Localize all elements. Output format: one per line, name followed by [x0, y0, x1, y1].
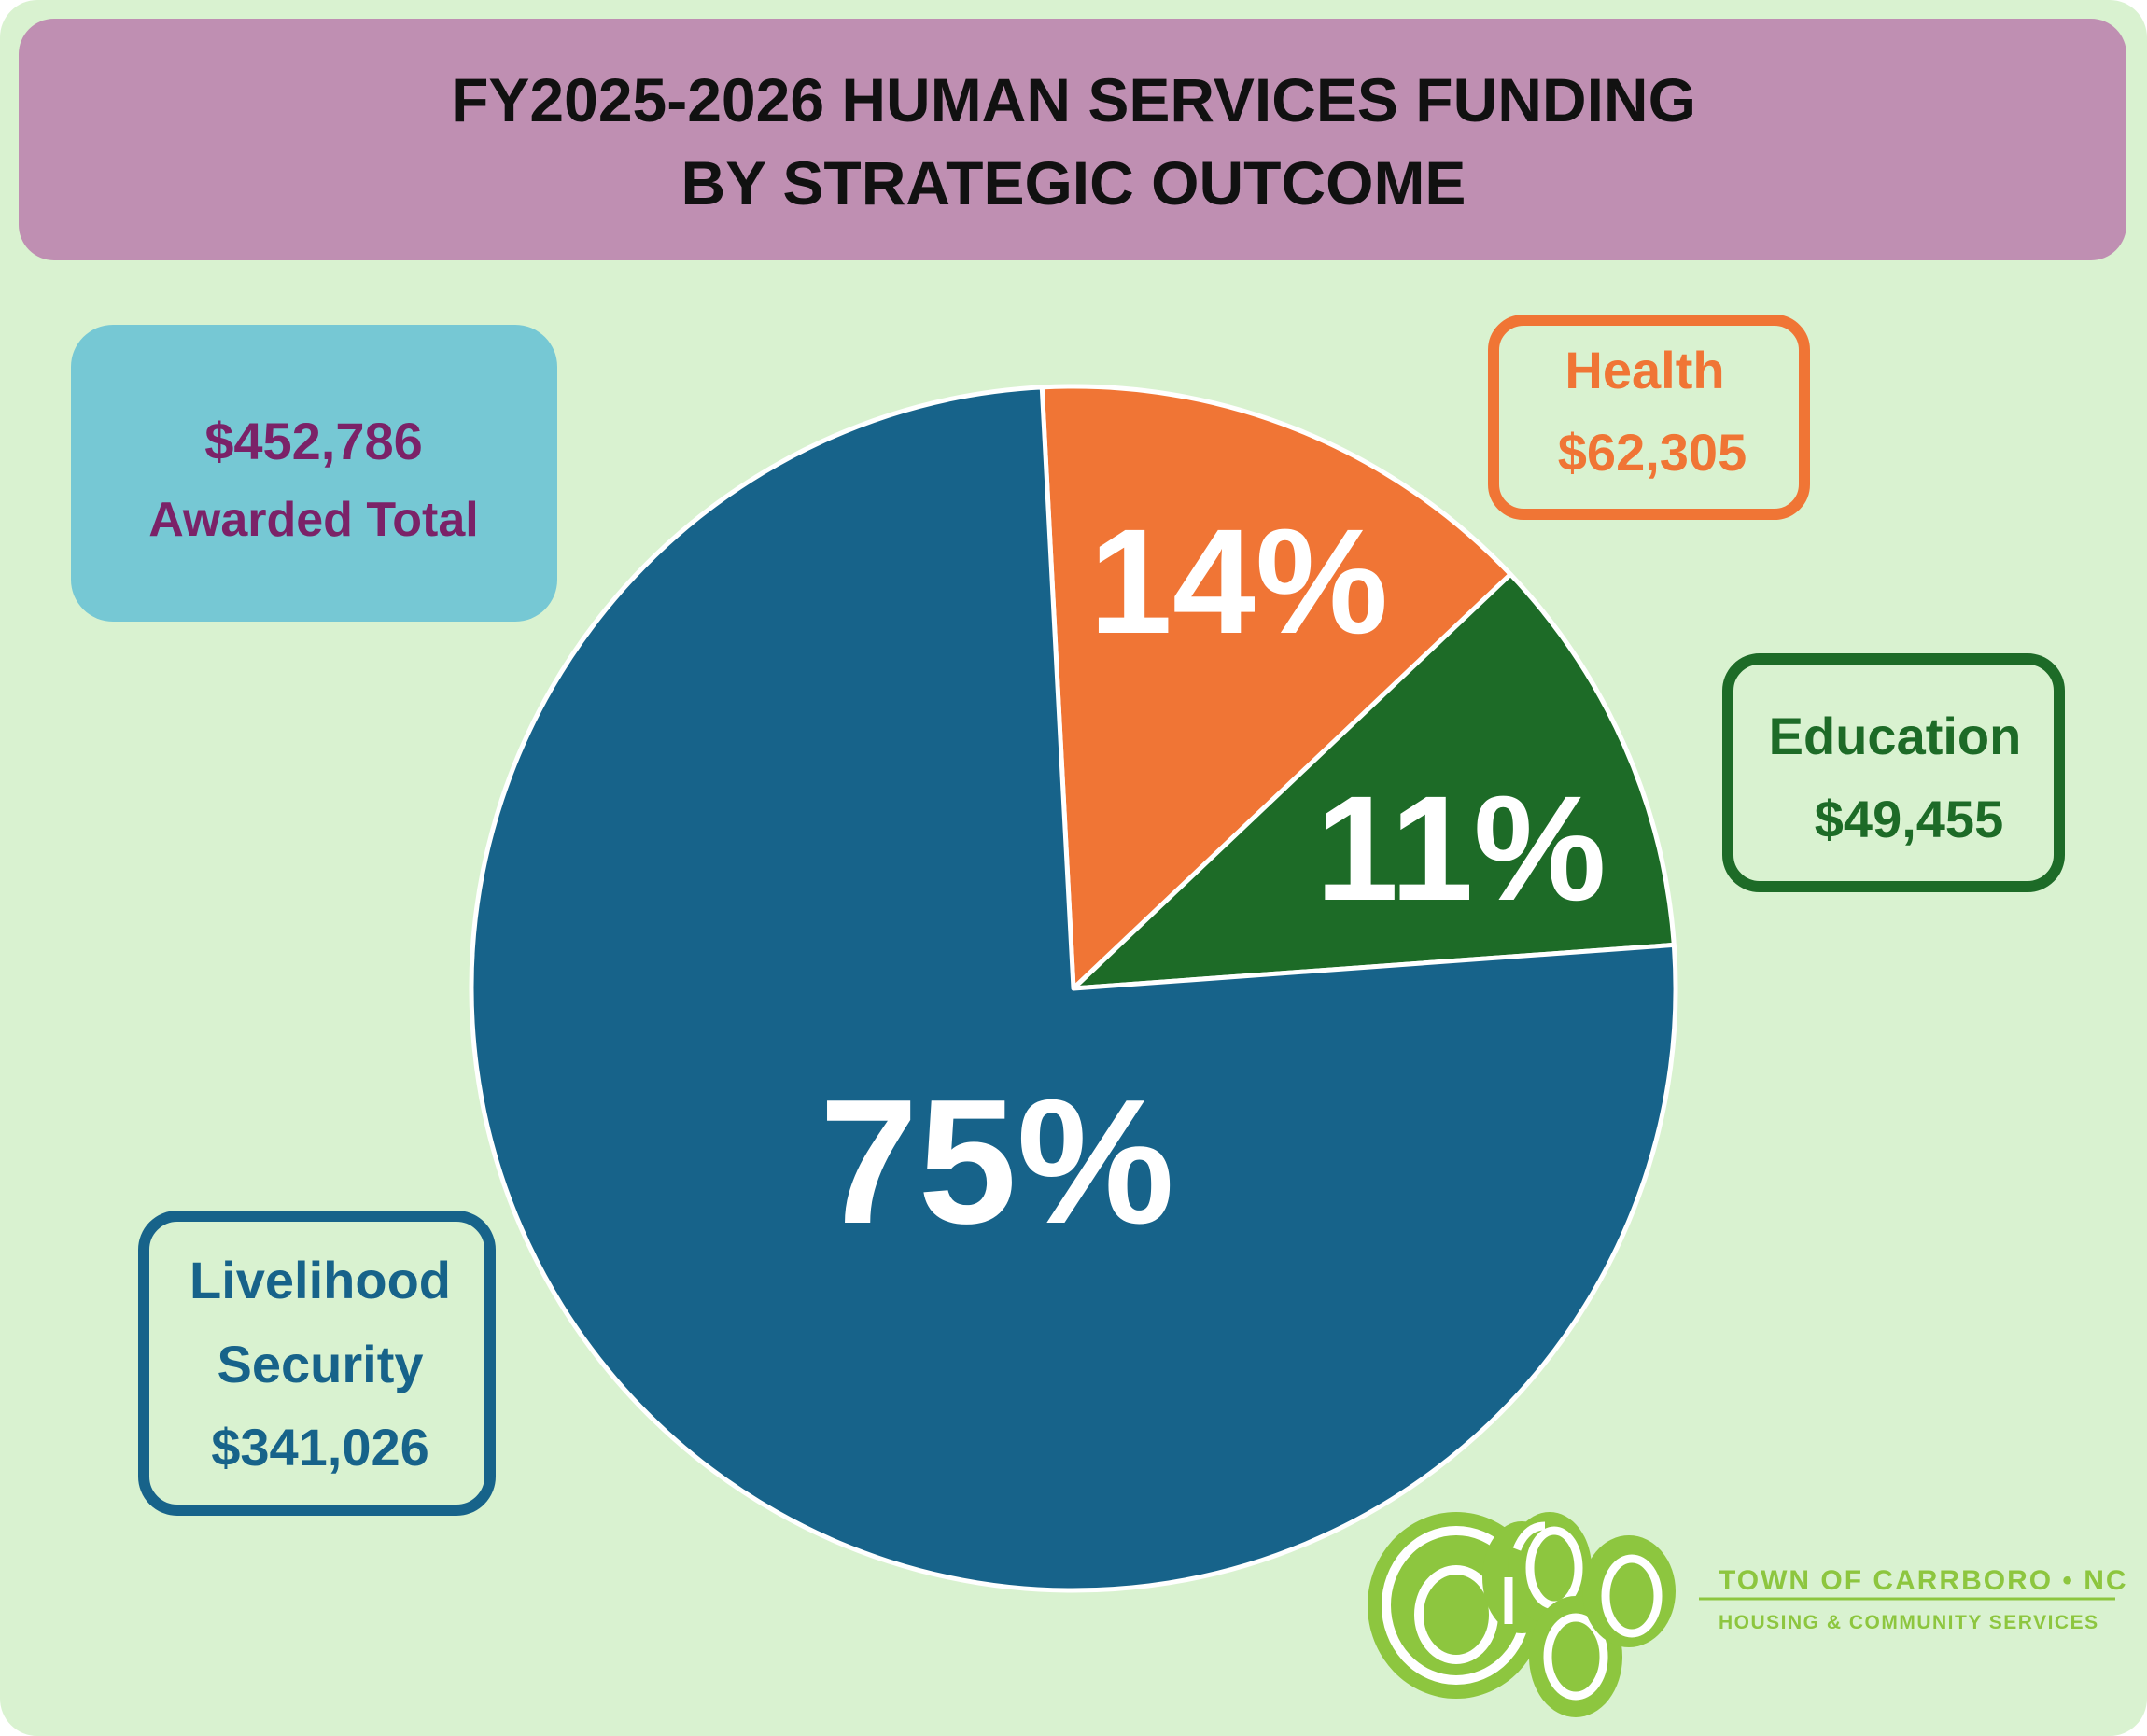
pct-label-livelihood: 75%	[820, 1063, 1174, 1261]
livelihood-name-line1: Livelihood	[189, 1251, 451, 1309]
pct-label-education: 11%	[1315, 764, 1606, 931]
title-bar: FY2025-2026 HUMAN SERVICES FUNDING BY ST…	[19, 19, 2126, 260]
total-label: Awarded Total	[148, 493, 478, 547]
livelihood-amount: $341,026	[211, 1418, 429, 1477]
title-line-1: FY2025-2026 HUMAN SERVICES FUNDING	[451, 65, 1696, 134]
title-line-2: BY STRATEGIC OUTCOME	[681, 148, 1466, 217]
livelihood-callout: Livelihood Security $341,026	[138, 1211, 496, 1516]
total-box: $452,786 Awarded Total	[71, 325, 557, 622]
education-amount: $49,455	[1815, 790, 2003, 848]
health-amount: $62,305	[1558, 423, 1747, 482]
health-name: Health	[1565, 341, 1724, 399]
carrboro-logo-mark	[1368, 1512, 1676, 1717]
logo-town-name: TOWN OF CARRBORO • NC	[1719, 1565, 2128, 1596]
total-box-bg	[71, 325, 557, 622]
pie-slice-livelihood	[469, 385, 1678, 1593]
pct-label-health: 14%	[1089, 497, 1388, 665]
education-callout: Education $49,455	[1722, 653, 2065, 892]
education-name: Education	[1769, 707, 2022, 765]
carrboro-logo: TOWN OF CARRBORO • NC HOUSING & COMMUNIT…	[1368, 1512, 2128, 1717]
livelihood-callout-box	[138, 1211, 496, 1516]
total-amount: $452,786	[204, 412, 423, 470]
education-callout-box	[1722, 653, 2065, 892]
title-bar-bg	[19, 19, 2126, 260]
pie-chart	[469, 384, 1678, 1593]
health-callout-box	[1488, 315, 1810, 520]
pie-slice-education	[1071, 571, 1677, 991]
health-callout: Health $62,305	[1488, 315, 1810, 520]
logo-department: HOUSING & COMMUNITY SERVICES	[1719, 1612, 2099, 1633]
pie-slice-health	[1039, 384, 1513, 991]
livelihood-name-line2: Security	[218, 1335, 424, 1393]
